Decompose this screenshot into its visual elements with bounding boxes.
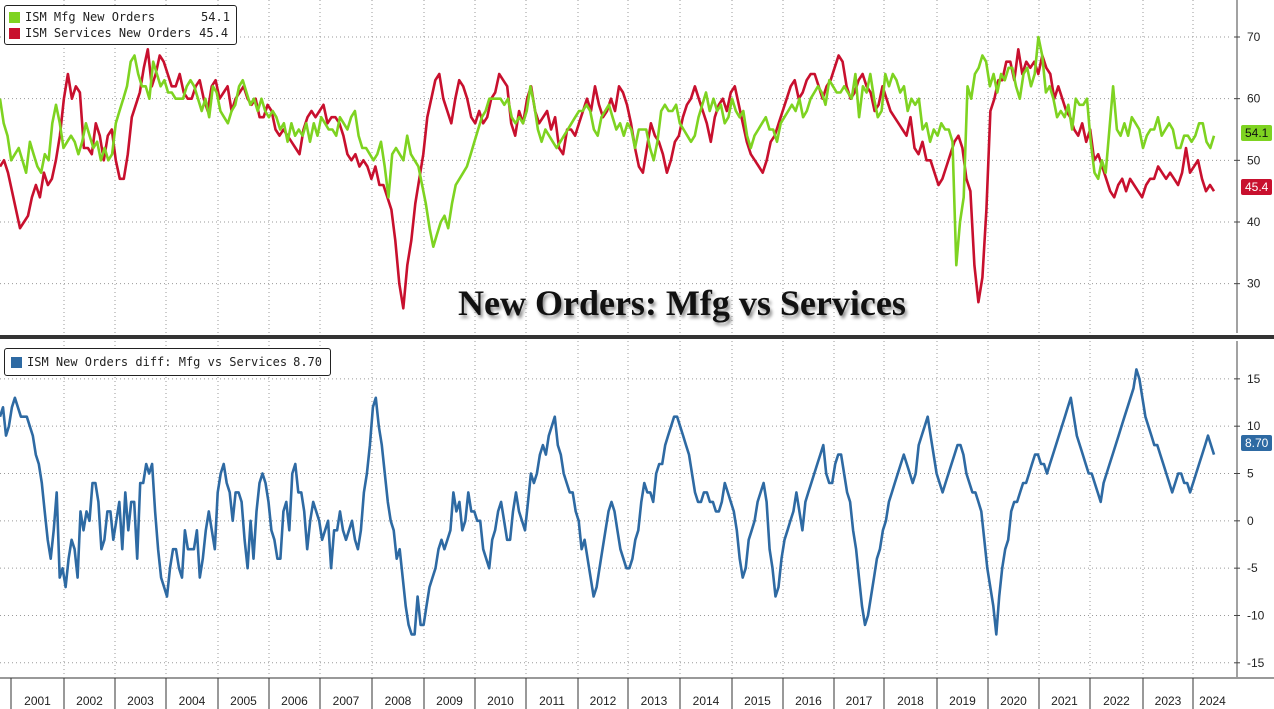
x-tick-label: 2020 xyxy=(1000,694,1027,708)
top-series-line-0 xyxy=(0,48,1216,310)
services-end-tag: 45.4 xyxy=(1241,179,1273,195)
bottom-legend: ISM New Orders diff: Mfg vs Services 8.7… xyxy=(4,348,331,376)
mfg-swatch xyxy=(9,11,20,23)
x-tick-label: 2009 xyxy=(436,694,463,708)
x-tick-label: 2017 xyxy=(846,694,873,708)
mfg-end-tag: 54.1 xyxy=(1241,125,1273,141)
x-tick-label: 2005 xyxy=(230,694,257,708)
bottom-y-tick-label: 10 xyxy=(1247,419,1261,433)
bottom-y-tick-label: -15 xyxy=(1247,656,1265,670)
top-y-tick-label: 30 xyxy=(1247,277,1261,291)
bottom-y-tick-label: 15 xyxy=(1247,372,1261,386)
chart-title: New Orders: Mfg vs Services xyxy=(458,283,906,323)
x-tick-label: 2022 xyxy=(1103,694,1130,708)
x-tick-label: 2001 xyxy=(24,694,51,708)
top-y-tick-label: 40 xyxy=(1247,215,1261,229)
x-tick-label: 2018 xyxy=(897,694,924,708)
legend-label-mfg: ISM Mfg New Orders xyxy=(25,10,156,24)
legend-item-diff: ISM New Orders diff: Mfg vs Services 8.7… xyxy=(11,354,322,370)
legend-item-services: ISM Services New Orders 45.4 xyxy=(9,25,230,41)
bottom-y-tick-label: -10 xyxy=(1247,608,1265,622)
x-tick-label: 2004 xyxy=(179,694,206,708)
top-series-line-1 xyxy=(0,35,1216,267)
services-swatch xyxy=(9,27,20,39)
x-tick-label: 2003 xyxy=(127,694,154,708)
x-tick-label: 2019 xyxy=(949,694,976,708)
x-tick-label: 2024 xyxy=(1199,694,1226,708)
x-tick-label: 2013 xyxy=(641,694,668,708)
legend-value-services: 45.4 xyxy=(199,26,229,40)
legend-label-services: ISM Services New Orders xyxy=(25,26,192,40)
bottom-y-tick-label: 5 xyxy=(1247,467,1254,481)
x-tick-label: 2008 xyxy=(385,694,412,708)
top-legend: ISM Mfg New Orders 54.1 ISM Services New… xyxy=(4,5,237,45)
bottom-series-line-0 xyxy=(0,368,1216,636)
bottom-y-tick-label: 0 xyxy=(1247,514,1254,528)
diff-end-tag: 8.70 xyxy=(1241,435,1273,451)
x-tick-label: 2015 xyxy=(744,694,771,708)
x-tick-label: 2016 xyxy=(795,694,822,708)
x-tick-label: 2014 xyxy=(693,694,720,708)
legend-item-mfg: ISM Mfg New Orders 54.1 xyxy=(9,9,230,25)
legend-value-diff: 8.70 xyxy=(293,355,322,369)
legend-value-mfg: 54.1 xyxy=(201,10,230,24)
x-tick-label: 2002 xyxy=(76,694,103,708)
diff-swatch xyxy=(11,356,22,368)
x-tick-label: 2012 xyxy=(590,694,617,708)
panel-divider[interactable] xyxy=(0,335,1274,339)
top-y-tick-label: 70 xyxy=(1247,30,1261,44)
x-tick-label: 2023 xyxy=(1155,694,1182,708)
x-tick-label: 2007 xyxy=(333,694,360,708)
legend-label-diff: ISM New Orders diff: Mfg vs Services xyxy=(27,355,288,369)
top-y-tick-label: 50 xyxy=(1247,153,1261,167)
x-tick-label: 2006 xyxy=(281,694,308,708)
x-tick-label: 2011 xyxy=(539,694,565,708)
x-tick-label: 2010 xyxy=(487,694,514,708)
bottom-y-tick-label: -5 xyxy=(1247,561,1258,575)
top-y-tick-label: 60 xyxy=(1247,92,1261,106)
x-tick-label: 2021 xyxy=(1051,694,1078,708)
